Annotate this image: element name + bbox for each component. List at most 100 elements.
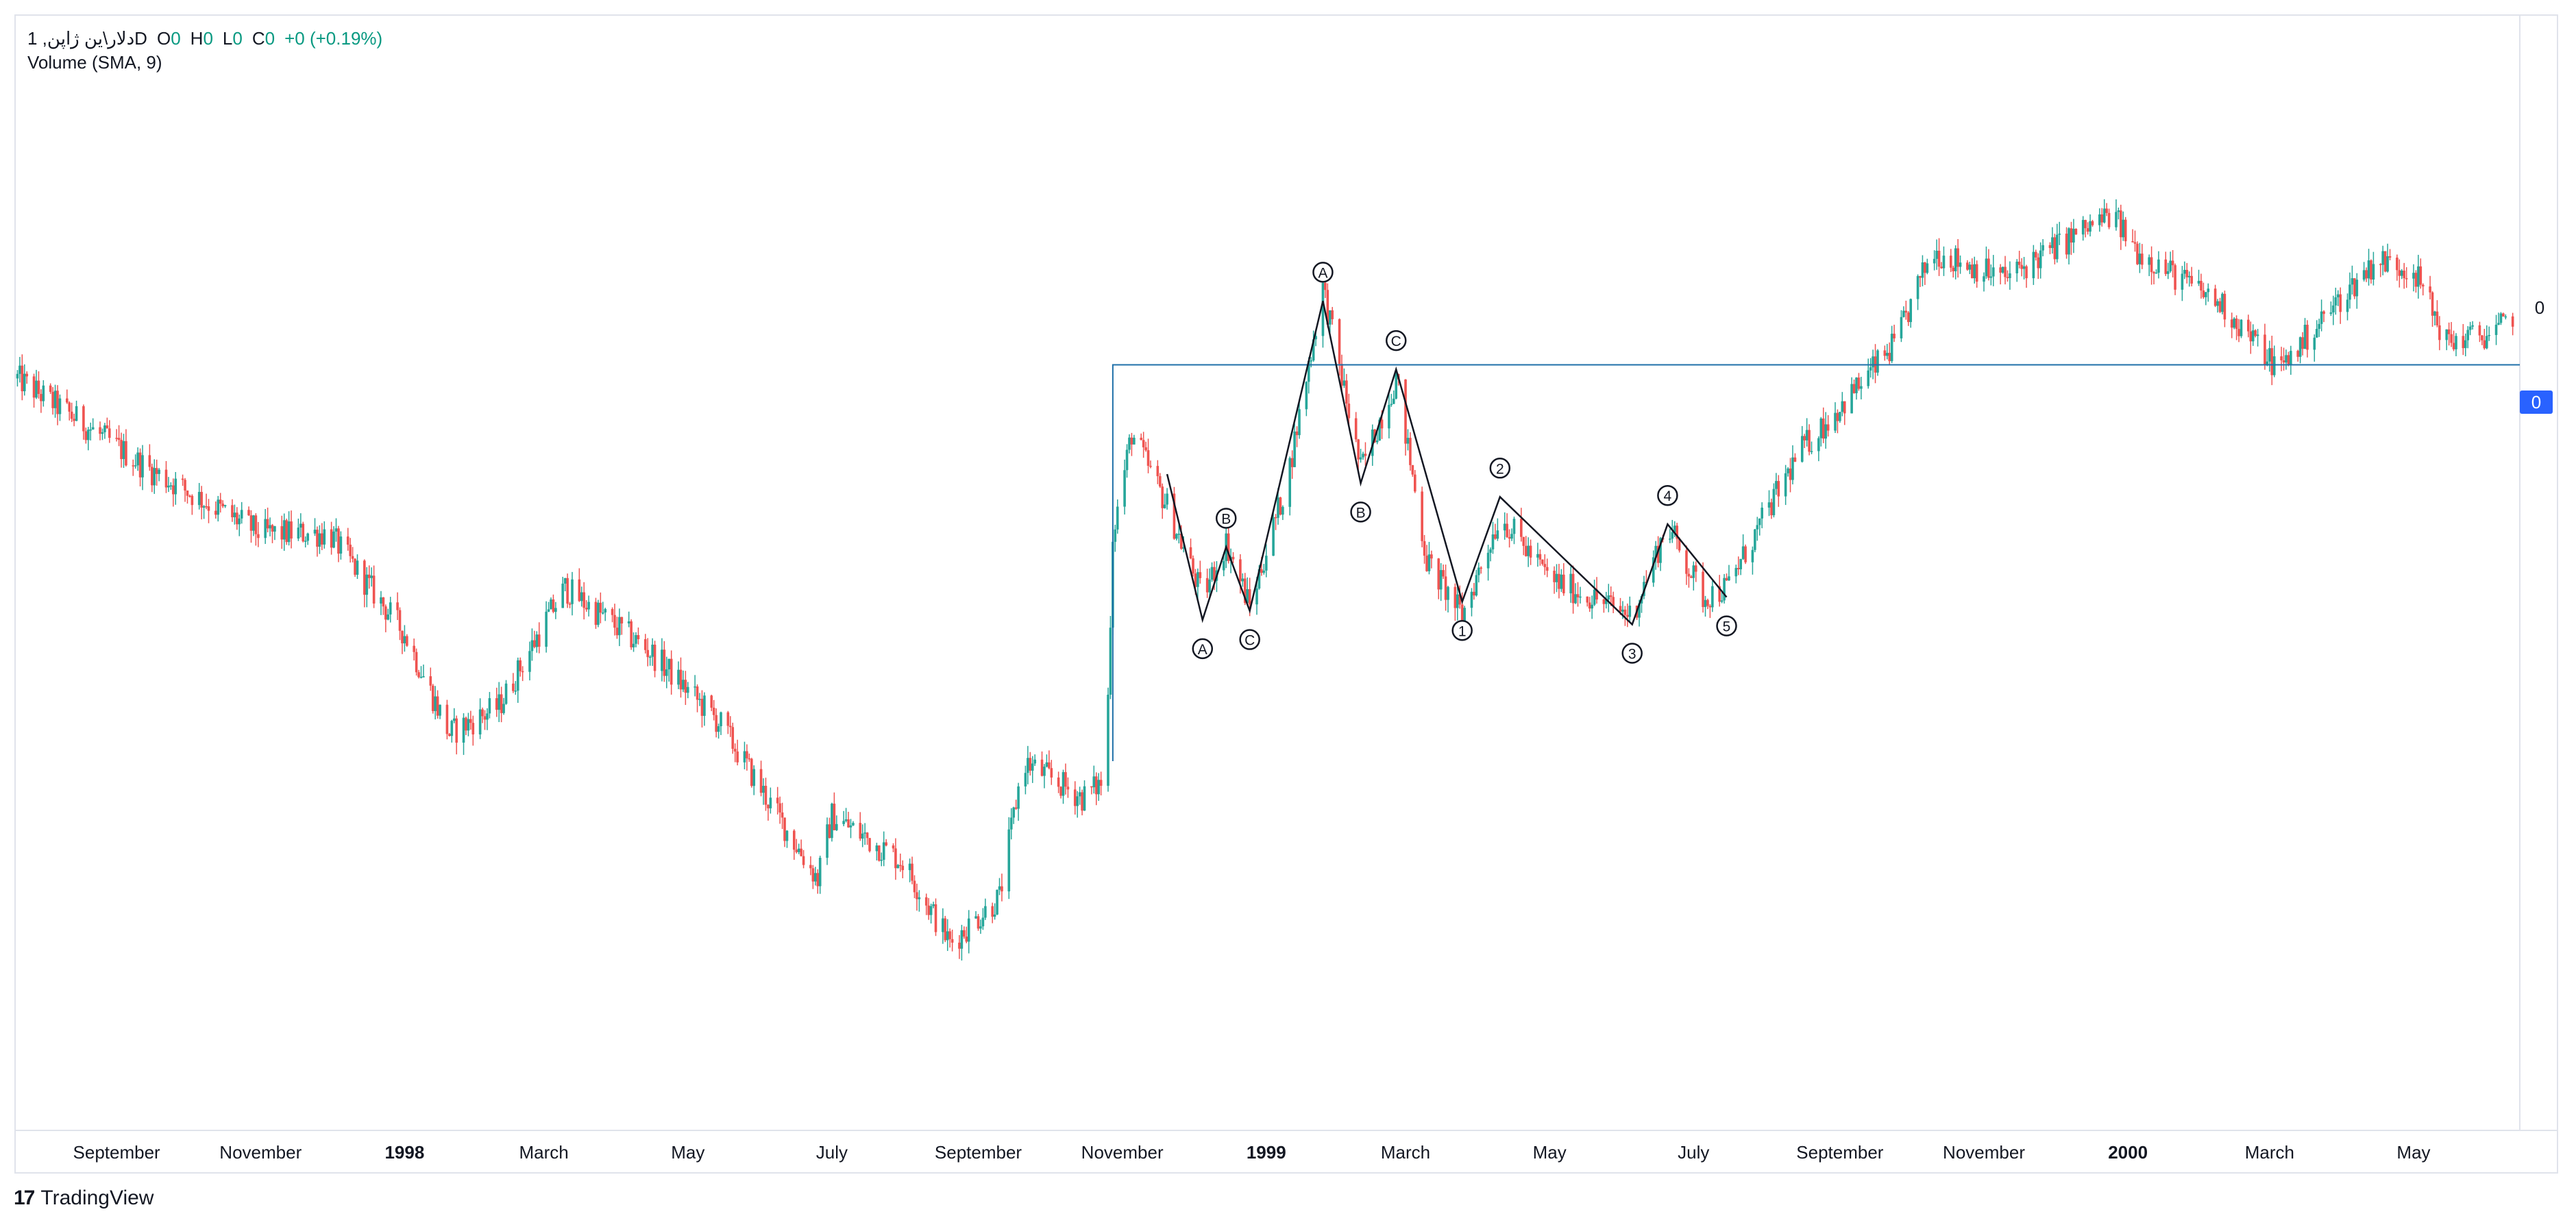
candle — [1793, 453, 1797, 462]
candle — [1704, 595, 1707, 617]
candle — [585, 600, 588, 612]
candle — [958, 934, 961, 959]
candle — [682, 670, 685, 693]
chart-frame — [14, 14, 2558, 1174]
candle — [2213, 284, 2217, 308]
wave-label-B[interactable]: B — [1215, 508, 1237, 529]
candle — [1770, 498, 1773, 519]
wave-label-C[interactable]: C — [1385, 330, 1407, 351]
candle — [944, 915, 947, 943]
candle — [849, 819, 852, 839]
candle — [151, 463, 154, 493]
candle — [1586, 596, 1589, 607]
candle — [1687, 568, 1691, 588]
candle — [1522, 536, 1525, 556]
wave-label-B[interactable]: B — [1350, 501, 1371, 523]
candle — [948, 928, 951, 948]
candle — [349, 538, 352, 563]
horizontal-line-layer[interactable] — [1112, 364, 2520, 761]
candle — [356, 554, 359, 580]
tradingview-brand[interactable]: 17 TradingView — [14, 1187, 154, 1210]
candle — [2115, 199, 2118, 231]
ohlc-open: O0 — [156, 28, 181, 49]
candle — [2124, 216, 2127, 247]
candle — [762, 778, 765, 805]
candle — [767, 804, 770, 821]
candle — [1321, 282, 1325, 348]
wave-label-3[interactable]: 3 — [1621, 643, 1643, 664]
candle — [1421, 486, 1423, 547]
candle — [1543, 554, 1547, 575]
elliott-wave-line[interactable] — [1166, 301, 1728, 626]
time-tick-label: May — [1533, 1142, 1567, 1163]
candle — [752, 765, 756, 795]
candle — [2174, 263, 2176, 295]
candle — [2419, 258, 2422, 289]
wave-label-A[interactable]: A — [1312, 262, 1334, 283]
candle — [1924, 262, 1926, 285]
candle — [70, 402, 73, 423]
candle — [1876, 349, 1879, 376]
candle — [1274, 514, 1277, 530]
candle — [2200, 273, 2203, 299]
candle — [1427, 541, 1431, 575]
candle — [2497, 312, 2500, 325]
candle — [1208, 568, 1211, 599]
candle — [167, 477, 170, 493]
candle — [597, 599, 600, 628]
candle — [1425, 545, 1428, 572]
candle — [290, 510, 293, 549]
elliott-wave-layer[interactable]: A B C A B C 1 2 3 4 5 — [1166, 262, 1737, 664]
candle — [2353, 278, 2356, 299]
wave-label-2[interactable]: 2 — [1489, 458, 1511, 479]
candle — [32, 373, 36, 408]
candle — [429, 667, 432, 691]
candle — [1031, 756, 1034, 783]
candle — [1725, 573, 1728, 582]
candle — [2450, 322, 2453, 347]
tradingview-name: TradingView — [40, 1187, 154, 1209]
candle — [304, 536, 307, 548]
candle — [1956, 238, 1959, 278]
price-axis[interactable]: 0 0 — [2520, 297, 2553, 414]
candle — [2185, 262, 2189, 284]
candle — [1059, 786, 1062, 799]
candle — [703, 692, 706, 726]
symbol-legend[interactable]: 1 ,دلار\ین ژاپنD O0 H0 L0 C0 +0 (+0.19%) — [27, 26, 382, 51]
candle — [793, 829, 796, 860]
candle — [2370, 259, 2372, 284]
candle — [1175, 533, 1178, 541]
wave-label-1[interactable]: 1 — [1451, 620, 1473, 641]
horizontal-ray-line[interactable] — [1112, 364, 2520, 761]
candle — [1390, 393, 1393, 407]
candle — [122, 434, 125, 468]
candle — [998, 878, 1001, 895]
candle — [384, 604, 387, 632]
candle — [188, 494, 191, 498]
volume-indicator-label[interactable]: Volume (SMA, 9) — [27, 52, 162, 73]
wave-label-A[interactable]: A — [1192, 638, 1214, 660]
time-tick-label: March — [519, 1142, 569, 1163]
candle — [670, 650, 673, 695]
candle — [811, 865, 815, 889]
candle — [2122, 211, 2125, 241]
candle — [2068, 227, 2070, 264]
wave-label-C[interactable]: C — [1239, 629, 1260, 650]
candle — [1189, 538, 1192, 560]
candle — [2318, 319, 2320, 337]
time-axis[interactable]: September November 1998 March May July Septemb… — [73, 1142, 2431, 1163]
candle — [1723, 573, 1726, 604]
candle — [2351, 265, 2354, 295]
candle — [1475, 569, 1478, 597]
candle — [334, 518, 338, 542]
wave-label-5[interactable]: 5 — [1716, 615, 1737, 636]
candle — [89, 422, 93, 441]
candle — [2455, 333, 2457, 356]
candle — [2183, 261, 2186, 280]
candle — [1626, 603, 1629, 628]
symbol-name[interactable]: 1 ,دلار\ین ژاپنD — [27, 28, 147, 49]
wave-label-text: C — [1391, 334, 1401, 349]
candle — [568, 602, 572, 608]
wave-label-4[interactable]: 4 — [1657, 484, 1678, 506]
